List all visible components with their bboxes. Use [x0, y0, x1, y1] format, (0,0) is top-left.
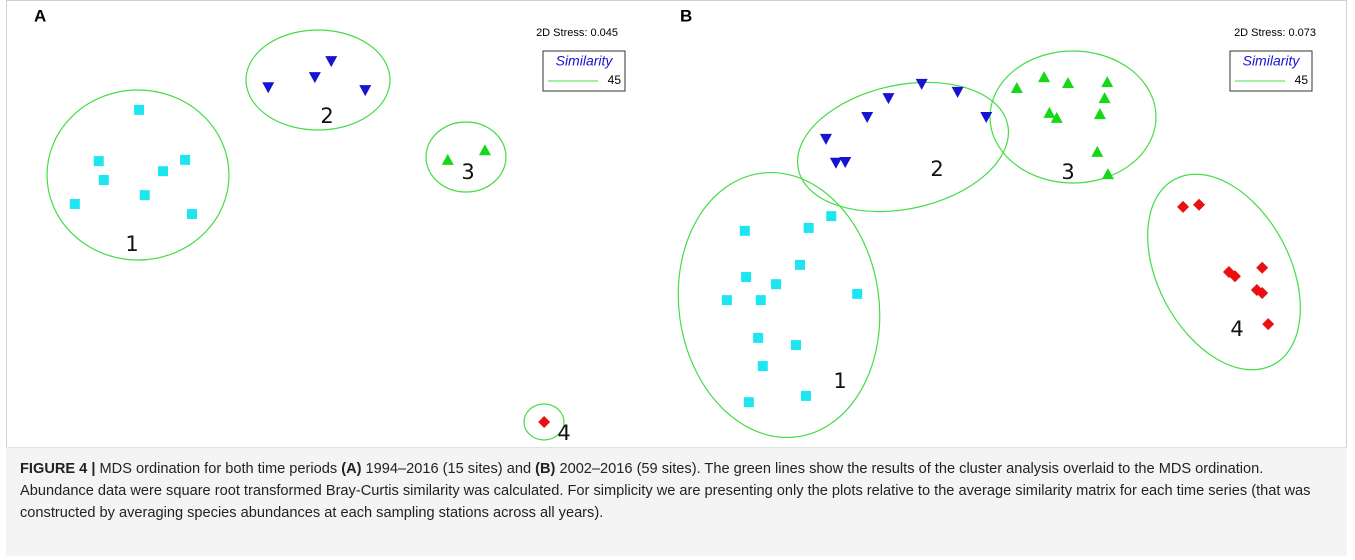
stress-label: 2D Stress: 0.073 [1234, 27, 1316, 39]
cluster-outline [46, 89, 230, 261]
cluster-outline [523, 403, 565, 441]
data-point [1062, 77, 1075, 88]
data-point [1093, 108, 1106, 120]
cluster-label: 2 [320, 104, 333, 128]
caption: FIGURE 4 | MDS ordination for both time … [6, 447, 1347, 556]
data-point [1228, 270, 1241, 283]
cluster-outline [989, 50, 1157, 184]
legend-box [542, 50, 626, 92]
caption-text: (B) [535, 461, 556, 477]
data-point [743, 397, 754, 408]
data-point [1010, 82, 1023, 94]
data-point [1101, 76, 1114, 88]
data-point [1091, 145, 1104, 157]
data-point [915, 78, 928, 90]
cluster-label: 2 [930, 157, 943, 181]
data-point [1177, 200, 1190, 213]
caption-text: 1994–2016 (15 sites) and [361, 461, 536, 477]
data-point [325, 56, 338, 68]
cluster-outline [796, 81, 1010, 213]
data-point [801, 390, 812, 401]
data-point [795, 259, 806, 270]
data-point [98, 175, 109, 186]
data-point [186, 209, 197, 220]
legend-box [1229, 50, 1313, 92]
data-point [829, 157, 842, 169]
data-point [757, 361, 768, 372]
cluster-outline [677, 171, 881, 439]
data-point [441, 153, 454, 165]
data-point [741, 272, 752, 283]
data-point [1043, 106, 1056, 118]
legend-title: Similarity [556, 53, 614, 69]
cluster-label: 3 [461, 160, 474, 184]
data-point [478, 144, 491, 156]
data-point [1193, 198, 1206, 211]
data-point [69, 198, 80, 209]
caption-text: FIGURE 4 | [20, 461, 96, 477]
data-point [158, 166, 169, 177]
cluster-label: 1 [125, 232, 138, 256]
data-point [1262, 318, 1275, 331]
cluster-label: 3 [1061, 160, 1074, 184]
data-point [93, 156, 104, 167]
data-point [1050, 111, 1063, 123]
data-point [1256, 261, 1269, 274]
cluster-label: 4 [557, 421, 570, 445]
data-point [180, 154, 191, 165]
cluster-label: 1 [833, 369, 846, 393]
data-point [1038, 71, 1051, 83]
data-point [861, 112, 874, 124]
data-point [739, 225, 750, 236]
data-point [771, 279, 782, 290]
data-point [951, 86, 964, 98]
legend-value: 45 [1295, 73, 1309, 87]
cluster-label: 4 [1230, 317, 1243, 341]
data-point [262, 82, 275, 94]
data-point [721, 295, 732, 306]
data-point [1101, 168, 1114, 180]
cluster-outline [425, 121, 507, 193]
cluster-outline [245, 29, 391, 131]
data-point [852, 288, 863, 299]
caption-text: 2002–2016 (59 sites). The green lines sh… [20, 461, 1311, 521]
data-point [753, 332, 764, 343]
chart: A 2D Stress: 0.045 Similarity 45 1 2 3 4… [34, 6, 1316, 445]
legend-value: 45 [608, 73, 622, 87]
data-point [134, 104, 145, 115]
data-point [819, 133, 832, 145]
data-point [538, 415, 551, 428]
data-point [359, 85, 372, 97]
data-point [139, 190, 150, 201]
data-point [826, 211, 837, 222]
panel-label: B [680, 6, 692, 25]
cluster-outline [1147, 173, 1301, 371]
data-point [980, 112, 993, 124]
legend-title: Similarity [1243, 53, 1301, 69]
data-point [791, 340, 802, 351]
data-point [755, 295, 766, 306]
data-point [308, 72, 321, 84]
caption-text: (A) [341, 461, 362, 477]
panel-label: A [34, 6, 46, 25]
data-point [882, 93, 895, 105]
data-point [839, 156, 852, 168]
data-point [803, 222, 814, 233]
stress-label: 2D Stress: 0.045 [536, 27, 618, 39]
data-point [1256, 287, 1269, 299]
data-point [1098, 92, 1111, 104]
caption-text: MDS ordination for both time periods [95, 461, 342, 477]
